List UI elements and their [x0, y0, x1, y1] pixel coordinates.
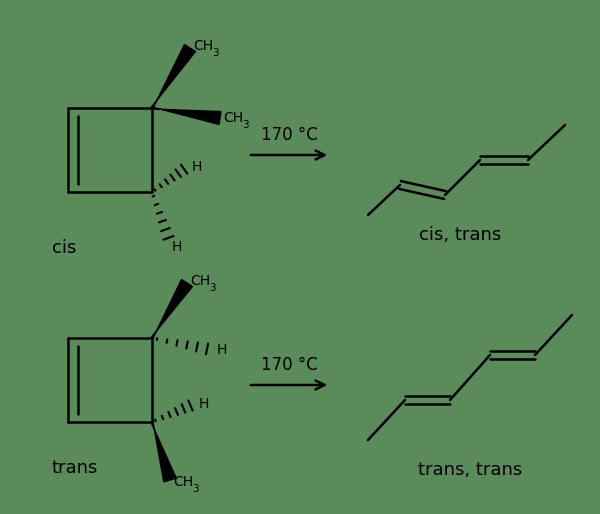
- Text: H: H: [199, 397, 209, 411]
- Text: trans, trans: trans, trans: [418, 461, 522, 479]
- Polygon shape: [151, 45, 196, 108]
- Text: trans: trans: [52, 459, 98, 477]
- Text: cis, trans: cis, trans: [419, 226, 501, 244]
- Text: CH: CH: [173, 475, 193, 489]
- Text: 3: 3: [192, 484, 199, 494]
- Text: 170 °C: 170 °C: [260, 126, 317, 144]
- Text: H: H: [217, 343, 227, 357]
- Text: CH: CH: [190, 274, 210, 288]
- Text: H: H: [172, 240, 182, 254]
- Text: CH: CH: [193, 39, 213, 53]
- Text: cis: cis: [52, 239, 76, 257]
- Text: 3: 3: [212, 48, 218, 58]
- Polygon shape: [152, 107, 221, 124]
- Polygon shape: [151, 280, 193, 339]
- Text: H: H: [192, 160, 202, 174]
- Text: 170 °C: 170 °C: [260, 356, 317, 374]
- Text: 3: 3: [209, 283, 215, 293]
- Polygon shape: [151, 421, 176, 482]
- Text: CH: CH: [223, 111, 243, 125]
- Text: 3: 3: [242, 120, 248, 130]
